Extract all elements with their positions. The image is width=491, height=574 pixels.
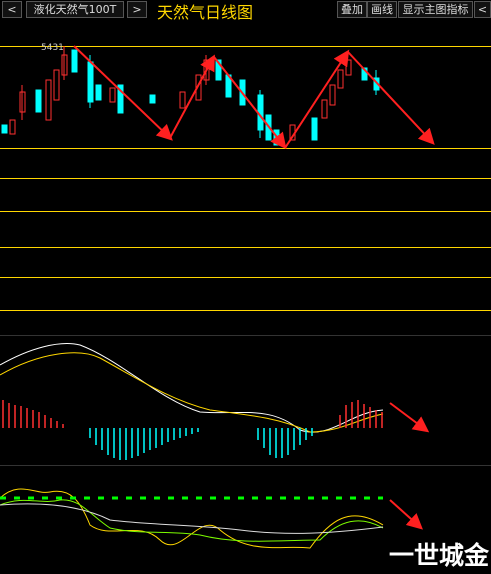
more-button[interactable]: < (474, 1, 491, 18)
high-label: 5431 (41, 43, 64, 53)
lower-indicator (0, 488, 384, 549)
macd-lines (0, 343, 384, 433)
toolbar-button[interactable]: 叠加 (337, 1, 367, 18)
pane-dividers (0, 335, 491, 466)
symbol-box[interactable]: 液化天然气100T (26, 1, 124, 18)
watermark: 一世城金 (388, 541, 489, 570)
toolbar-button[interactable]: 显示主图指标 (398, 1, 473, 18)
next-button[interactable]: > (127, 1, 147, 18)
chart-title: 天然气日线图 (157, 3, 254, 22)
macd-histogram (2, 400, 383, 460)
candles (1, 46, 380, 146)
trend-arrows (73, 45, 435, 530)
toolbar-button[interactable]: 画线 (367, 1, 397, 18)
prev-button[interactable]: < (2, 1, 22, 18)
level-lines (0, 46, 491, 311)
